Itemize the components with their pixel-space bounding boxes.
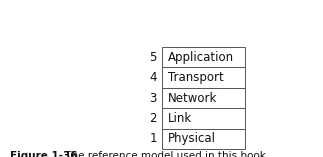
Bar xyxy=(162,47,245,67)
Bar xyxy=(162,108,245,129)
Text: 4: 4 xyxy=(150,71,157,84)
Bar xyxy=(162,88,245,108)
Text: 3: 3 xyxy=(150,92,157,105)
Text: Network: Network xyxy=(168,92,217,105)
Text: Physical: Physical xyxy=(168,132,216,145)
Text: The reference model used in this book.: The reference model used in this book. xyxy=(62,151,269,157)
Text: Transport: Transport xyxy=(168,71,224,84)
Text: 5: 5 xyxy=(150,51,157,64)
Text: Link: Link xyxy=(168,112,192,125)
Bar xyxy=(162,129,245,149)
Text: Figure 1-36.: Figure 1-36. xyxy=(10,151,81,157)
Text: Application: Application xyxy=(168,51,234,64)
Text: 1: 1 xyxy=(150,132,157,145)
Text: 2: 2 xyxy=(150,112,157,125)
Bar xyxy=(162,67,245,88)
